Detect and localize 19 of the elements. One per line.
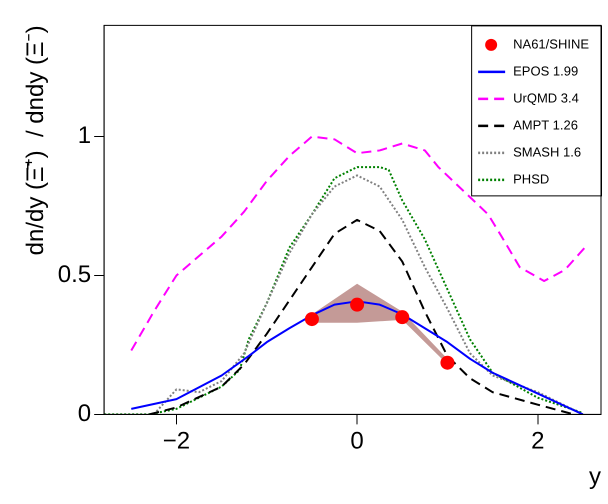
y-axis-title: dn/dy (Ξ̄⁺) / dndy (Ξ⁻) <box>22 25 50 256</box>
point <box>440 356 454 370</box>
point <box>350 298 364 312</box>
legend-label: AMPT 1.26 <box>513 117 578 132</box>
point <box>395 310 410 324</box>
x-tick-label: 2 <box>531 427 544 454</box>
point <box>304 312 319 326</box>
legend-label: SMASH 1.6 <box>513 144 582 160</box>
x-tick-label: 0 <box>350 427 364 454</box>
legend-label: NA61/SHINE <box>513 36 590 52</box>
x-tick-label: −2 <box>162 427 190 454</box>
line-series <box>130 136 586 352</box>
x-axis-title: y <box>589 463 601 490</box>
legend-label: UrQMD 3.4 <box>513 90 579 106</box>
y-tick-label: 0 <box>78 400 92 428</box>
legend-label: EPOS 1.99 <box>513 63 578 78</box>
legend-label: PHSD <box>513 171 550 186</box>
y-tick-label: 0.5 <box>58 261 92 288</box>
y-tick-label: 1 <box>78 122 92 150</box>
